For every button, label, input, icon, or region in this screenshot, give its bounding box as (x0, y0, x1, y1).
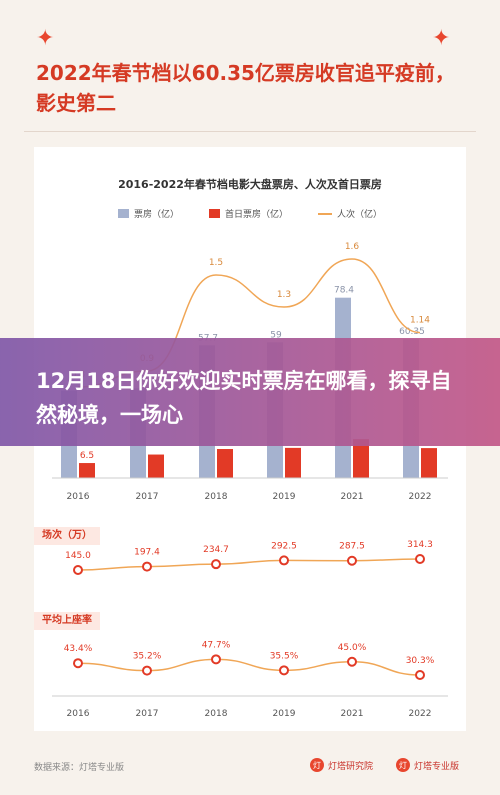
data-point (73, 658, 83, 669)
data-point (73, 565, 83, 575)
brand-research: 灯 灯塔研究院 (310, 758, 373, 772)
data-point (211, 559, 221, 570)
data-label-audience: 1.3 (277, 290, 291, 300)
x-tick-label: 2017 (136, 709, 159, 719)
source-note: 数据来源：灯塔专业版 (34, 763, 125, 773)
overlay-banner (0, 338, 500, 446)
x-tick-label: 2016 (67, 492, 90, 502)
data-point (347, 656, 357, 667)
x-tick-label: 2021 (341, 492, 364, 502)
divider (24, 131, 476, 132)
star-icon-right: ✦ (432, 26, 451, 51)
x-tick-label: 2018 (205, 709, 228, 719)
legend-swatch-box-office (117, 209, 129, 218)
data-label-audience: 1.14 (410, 316, 430, 326)
legend-label-box-office: 票房（亿） (133, 210, 179, 220)
lighthouse-icon: 灯 (396, 758, 410, 772)
section-tag-occupancy: 平均上座率 (34, 612, 100, 630)
legend: 票房（亿） 首日票房（亿） 人次（亿） (0, 207, 500, 220)
x-tick-label: 2022 (409, 709, 432, 719)
brand-pro-label: 灯塔专业版 (414, 761, 460, 772)
data-point (142, 665, 152, 676)
x-tick-label: 2021 (341, 709, 364, 719)
bar-first-day (217, 449, 233, 478)
legend-label-first-day: 首日票房（亿） (224, 210, 288, 220)
legend-item-first-day: 首日票房（亿） (208, 207, 288, 220)
data-label: 197.4 (134, 548, 160, 558)
data-point (279, 665, 289, 676)
data-label-box-office: 59 (270, 330, 282, 340)
data-point (415, 553, 425, 564)
data-label: 47.7% (202, 640, 231, 650)
x-tick-label: 2017 (136, 492, 159, 502)
bar-first-day (79, 463, 95, 478)
bar-first-day (148, 454, 164, 478)
data-label: 292.5 (271, 541, 297, 551)
x-tick-label: 2016 (67, 709, 90, 719)
star-icon-left: ✦ (36, 26, 55, 51)
series-line (77, 658, 421, 676)
brand-research-label: 灯塔研究院 (328, 761, 374, 772)
bar-first-day (285, 447, 301, 478)
legend-label-audience: 人次（亿） (337, 210, 383, 220)
data-label: 35.5% (270, 651, 299, 661)
x-tick-label: 2022 (409, 492, 432, 502)
data-label-audience: 1.6 (345, 242, 360, 252)
chart-title: 2016-2022年春节档电影大盘票房、人次及首日票房 (118, 178, 382, 191)
data-label: 35.2% (133, 652, 162, 662)
lighthouse-icon: 灯 (310, 758, 324, 772)
data-label: 234.7 (203, 545, 229, 555)
brand-pro: 灯 灯塔专业版 (396, 758, 459, 772)
overlay-banner-text: 12月18日你好欢迎实时票房在哪看，探寻自然秘境，一场心 (36, 369, 452, 427)
bar-first-day (353, 439, 369, 478)
data-label-first-day: 6.5 (80, 451, 94, 461)
bar-first-day (421, 448, 437, 478)
x-tick-label: 2019 (273, 709, 296, 719)
x-tick-label: 2018 (205, 492, 228, 502)
data-point (142, 561, 152, 572)
legend-item-box-office: 票房（亿） (117, 207, 179, 220)
data-label-box-office: 60.35 (399, 327, 425, 337)
data-point (211, 654, 221, 665)
legend-item-audience: 人次（亿） (318, 207, 382, 220)
data-label: 314.3 (407, 540, 433, 550)
data-label: 45.0% (338, 643, 367, 653)
legend-swatch-audience (318, 212, 332, 215)
data-label-box-office: 78.4 (334, 286, 354, 296)
data-label: 30.3% (406, 656, 435, 666)
legend-swatch-first-day (208, 209, 220, 218)
data-label: 287.5 (339, 542, 365, 552)
data-point (279, 555, 289, 566)
series-line (77, 558, 421, 571)
section-tag-shows: 场次（万） (34, 527, 100, 545)
data-label: 43.4% (64, 644, 93, 654)
data-label-audience: 1.5 (209, 258, 223, 268)
x-tick-label: 2019 (273, 492, 296, 502)
headline: 2022年春节档以60.35亿票房收官追平疫前，影史第二 (36, 61, 455, 115)
data-point (347, 555, 357, 566)
data-label: 145.0 (65, 551, 91, 561)
data-point (415, 670, 425, 680)
